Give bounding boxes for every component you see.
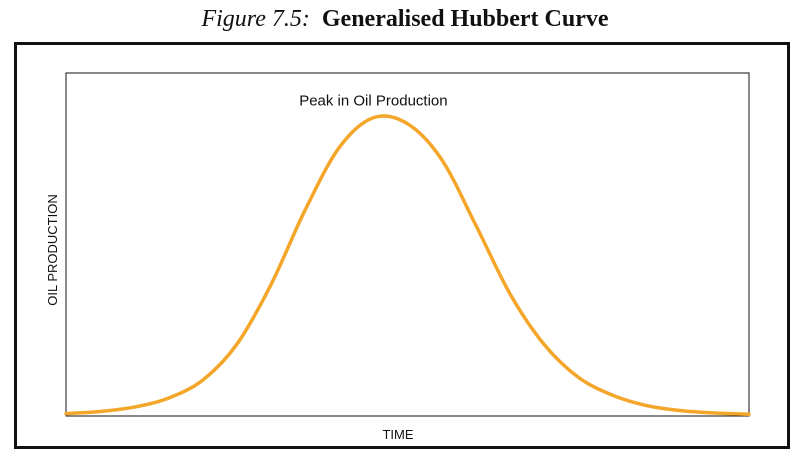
figure-label: Figure 7.5: xyxy=(201,6,310,32)
peak-annotation: Peak in Oil Production xyxy=(299,93,447,110)
series-layer xyxy=(64,114,751,416)
plot-area xyxy=(65,72,750,417)
figure-caption: Figure 7.5: Generalised Hubbert Curve xyxy=(0,6,810,33)
figure-title: Generalised Hubbert Curve xyxy=(321,6,609,32)
series-line-0 xyxy=(64,114,751,416)
figure-frame xyxy=(14,42,790,449)
y-axis-label: OIL PRODUCTION xyxy=(45,194,60,305)
x-axis-label: TIME xyxy=(382,427,413,442)
